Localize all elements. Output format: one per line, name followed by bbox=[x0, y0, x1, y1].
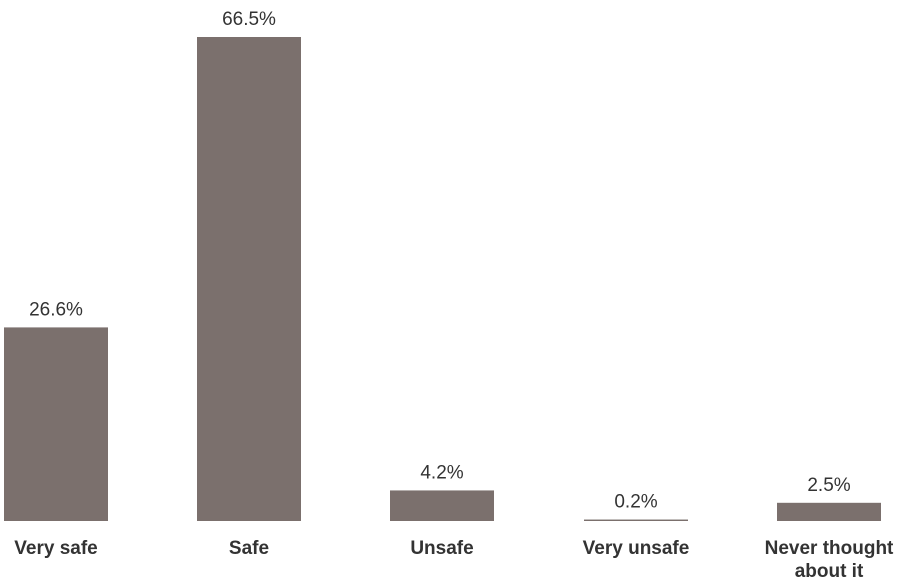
value-label-4: 2.5% bbox=[807, 475, 850, 496]
bar-4 bbox=[777, 502, 881, 521]
bar-2 bbox=[390, 490, 494, 521]
category-label-0: Very safe bbox=[14, 538, 97, 559]
value-label-2: 4.2% bbox=[420, 462, 463, 483]
bar-1 bbox=[197, 37, 301, 521]
bar-3 bbox=[584, 519, 688, 521]
bar-0 bbox=[4, 327, 108, 521]
category-label-4-line-0: Never thought bbox=[765, 538, 894, 559]
category-label-2: Unsafe bbox=[410, 538, 473, 559]
category-label-3: Very unsafe bbox=[583, 538, 690, 559]
category-label-4-line-1: about it bbox=[795, 561, 864, 580]
category-label-1: Safe bbox=[229, 538, 269, 559]
value-label-1: 66.5% bbox=[222, 9, 276, 30]
value-label-3: 0.2% bbox=[614, 492, 657, 513]
value-label-0: 26.6% bbox=[29, 299, 83, 320]
